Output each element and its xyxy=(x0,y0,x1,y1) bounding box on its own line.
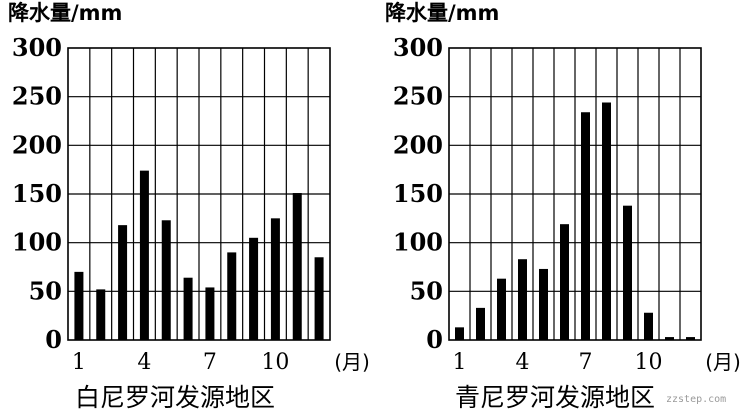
y-tick-label: 50 xyxy=(29,276,62,305)
y-tick-label: 100 xyxy=(393,228,443,257)
y-tick-label: 300 xyxy=(12,33,62,62)
y-tick-label: 200 xyxy=(12,130,62,159)
bar-month-11 xyxy=(665,337,674,340)
bar-month-4 xyxy=(139,170,149,340)
bar-month-8 xyxy=(227,252,237,340)
bar-month-6 xyxy=(183,277,193,340)
bar-month-7 xyxy=(205,287,215,340)
bar-month-1 xyxy=(74,271,84,340)
chart-title: 白尼罗河发源地区 xyxy=(75,383,275,412)
x-tick-label: 10 xyxy=(261,350,289,375)
x-unit-label: (月) xyxy=(334,350,370,374)
bar-month-10 xyxy=(644,312,653,340)
chart-right: 降水量/mm 0 50 100 150 200 250 300 1 4 7 10 (月) 青尼罗河发源… xyxy=(385,1,741,412)
watermark: zzstep.com xyxy=(666,394,726,405)
y-tick-label: 0 xyxy=(426,325,443,354)
chart-left: 降水量/mm 0 50 100 150 200 250 300 1 4 7 10 (月) 白尼罗河发源… xyxy=(8,1,370,412)
plot-frame xyxy=(67,47,331,341)
bar-month-3 xyxy=(497,278,506,340)
bar-month-4 xyxy=(518,259,527,340)
plot-area: 0 50 100 150 200 250 300 1 4 7 10 (月) xyxy=(393,33,741,375)
x-tick-label: 4 xyxy=(137,350,151,375)
y-tick-label: 150 xyxy=(393,179,443,208)
bar-month-8 xyxy=(602,102,611,340)
bar-month-11 xyxy=(292,193,302,340)
bar-month-5 xyxy=(539,268,548,340)
x-tick-label: 7 xyxy=(203,350,217,375)
x-tick-label: 10 xyxy=(635,350,663,375)
y-tick-label: 300 xyxy=(393,33,443,62)
bar-month-5 xyxy=(161,220,171,340)
bar-month-1 xyxy=(455,327,464,340)
bar-month-2 xyxy=(96,289,106,340)
y-axis-label: 降水量/mm xyxy=(8,1,122,25)
y-tick-label: 0 xyxy=(45,325,62,354)
x-tick-label: 4 xyxy=(516,350,530,375)
x-tick-label: 1 xyxy=(72,350,86,375)
y-tick-label: 100 xyxy=(12,228,62,257)
bar-month-10 xyxy=(270,218,280,340)
y-tick-label: 250 xyxy=(12,82,62,111)
bar-month-3 xyxy=(118,225,128,340)
y-tick-label: 150 xyxy=(12,179,62,208)
y-tick-label: 250 xyxy=(393,82,443,111)
y-tick-label: 200 xyxy=(393,130,443,159)
bar-month-6 xyxy=(560,224,569,340)
bar-month-2 xyxy=(476,307,485,340)
plot-frame xyxy=(448,47,702,341)
bar-month-12 xyxy=(686,337,695,340)
y-axis-label: 降水量/mm xyxy=(385,1,499,25)
x-tick-label: 1 xyxy=(453,350,467,375)
x-unit-label: (月) xyxy=(705,350,741,374)
bar-month-9 xyxy=(623,205,632,340)
chart-title: 青尼罗河发源地区 xyxy=(455,383,655,412)
plot-area: 0 50 100 150 200 250 300 1 4 7 10 (月) xyxy=(12,33,370,375)
bar-month-7 xyxy=(581,112,590,341)
bar-month-12 xyxy=(314,257,324,340)
y-tick-label: 50 xyxy=(410,276,443,305)
x-tick-label: 7 xyxy=(579,350,593,375)
bar-month-9 xyxy=(249,237,259,340)
